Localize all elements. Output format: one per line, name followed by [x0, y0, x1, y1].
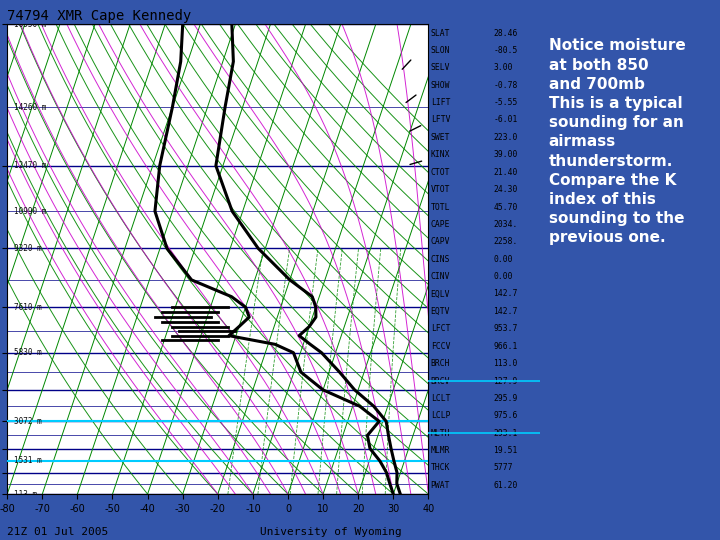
Text: SELV: SELV [431, 63, 450, 72]
Text: 74794 XMR Cape Kennedy: 74794 XMR Cape Kennedy [7, 9, 192, 23]
Text: KINX: KINX [431, 150, 450, 159]
Text: LCLT: LCLT [431, 394, 450, 403]
Text: SLAT: SLAT [431, 29, 450, 37]
Text: EQTV: EQTV [431, 307, 450, 316]
Text: TOTL: TOTL [431, 202, 450, 212]
Text: CAPV: CAPV [431, 237, 450, 246]
Text: SLON: SLON [431, 46, 450, 55]
Text: 10990 m: 10990 m [14, 207, 47, 216]
Text: 14260 m: 14260 m [14, 103, 47, 112]
Text: 21.40: 21.40 [493, 168, 518, 177]
Text: 5777: 5777 [493, 463, 513, 472]
Text: 975.6: 975.6 [493, 411, 518, 420]
Text: Notice moisture
at both 850
and 700mb
This is a typical
sounding for an
airmass
: Notice moisture at both 850 and 700mb Th… [549, 38, 685, 245]
Text: CINS: CINS [431, 255, 450, 264]
Text: 12470 m: 12470 m [14, 161, 47, 170]
Text: BRCV: BRCV [431, 376, 450, 386]
Text: THCK: THCK [431, 463, 450, 472]
Text: -80.5: -80.5 [493, 46, 518, 55]
Text: SWET: SWET [431, 133, 450, 142]
Text: University of Wyoming: University of Wyoming [260, 526, 402, 537]
Text: FCCV: FCCV [431, 342, 450, 350]
Text: MLMR: MLMR [431, 446, 450, 455]
Text: 142.7: 142.7 [493, 307, 518, 316]
Text: 61.20: 61.20 [493, 481, 518, 490]
Text: BRCH: BRCH [431, 359, 450, 368]
Text: 0.00: 0.00 [493, 255, 513, 264]
Text: SHOW: SHOW [431, 80, 450, 90]
Text: 293.1: 293.1 [493, 429, 518, 438]
Text: 142.7: 142.7 [493, 289, 518, 299]
Text: 966.1: 966.1 [493, 342, 518, 350]
Text: CAPE: CAPE [431, 220, 450, 229]
Text: LFTV: LFTV [431, 116, 450, 125]
Text: 953.7: 953.7 [493, 325, 518, 333]
Text: LCLP: LCLP [431, 411, 450, 420]
Text: 24.30: 24.30 [493, 185, 518, 194]
Text: 127.9: 127.9 [493, 376, 518, 386]
Text: VTOT: VTOT [431, 185, 450, 194]
Text: 7610 m: 7610 m [14, 302, 42, 312]
Text: 21Z 01 Jul 2005: 21Z 01 Jul 2005 [7, 526, 109, 537]
Text: 2258.: 2258. [493, 237, 518, 246]
Text: 5830 m: 5830 m [14, 348, 42, 357]
Text: 28.46: 28.46 [493, 29, 518, 37]
Text: 3.00: 3.00 [493, 63, 513, 72]
Text: 1531 m: 1531 m [14, 456, 42, 465]
Text: 113 m: 113 m [14, 490, 37, 498]
Text: 0.00: 0.00 [493, 272, 513, 281]
Text: 9320 m: 9320 m [14, 244, 42, 253]
Text: MLTH: MLTH [431, 429, 450, 438]
Text: 16550 m: 16550 m [14, 20, 47, 29]
Text: LFCT: LFCT [431, 325, 450, 333]
Text: CTOT: CTOT [431, 168, 450, 177]
Text: LIFT: LIFT [431, 98, 450, 107]
Text: 45.70: 45.70 [493, 202, 518, 212]
Text: EQLV: EQLV [431, 289, 450, 299]
Text: CINV: CINV [431, 272, 450, 281]
Text: -5.55: -5.55 [493, 98, 518, 107]
Text: 3072 m: 3072 m [14, 417, 42, 426]
Text: -0.78: -0.78 [493, 80, 518, 90]
Text: 39.00: 39.00 [493, 150, 518, 159]
Text: 2034.: 2034. [493, 220, 518, 229]
Text: 295.9: 295.9 [493, 394, 518, 403]
Text: 223.0: 223.0 [493, 133, 518, 142]
Text: PWAT: PWAT [431, 481, 450, 490]
Text: 19.51: 19.51 [493, 446, 518, 455]
Text: 113.0: 113.0 [493, 359, 518, 368]
Text: -6.01: -6.01 [493, 116, 518, 125]
